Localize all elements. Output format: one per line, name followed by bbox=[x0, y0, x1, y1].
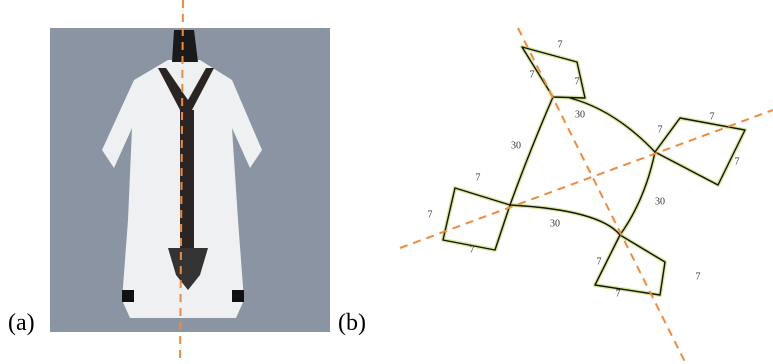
edge-label: 7 bbox=[616, 288, 621, 299]
edge-label: 7 bbox=[558, 39, 563, 50]
edge-label: 7 bbox=[470, 244, 475, 255]
edge-label: 30 bbox=[655, 196, 665, 207]
edge-label: 7 bbox=[530, 69, 535, 80]
edge-label: 30 bbox=[550, 218, 560, 229]
edge-label: 7 bbox=[735, 156, 740, 167]
figure: (a) (b) 7 7 7 30 7 7 7 30 7 7 bbox=[0, 0, 773, 364]
edge-label: 7 bbox=[710, 111, 715, 122]
symmetry-axis bbox=[400, 110, 773, 248]
edge-label: 7 bbox=[428, 209, 433, 220]
panel-label: (b) bbox=[338, 310, 366, 336]
edge-label: 7 bbox=[597, 256, 602, 267]
edge-label: 30 bbox=[575, 109, 585, 120]
dress-photo bbox=[50, 28, 330, 332]
panel-label: (a) bbox=[8, 310, 35, 336]
edge-label: 7 bbox=[575, 76, 580, 87]
edge-label: 7 bbox=[658, 124, 663, 135]
edge-label: 7 bbox=[696, 271, 701, 282]
pattern bbox=[443, 47, 745, 295]
edge-label: 7 bbox=[476, 172, 481, 183]
edge-label: 30 bbox=[511, 140, 521, 151]
